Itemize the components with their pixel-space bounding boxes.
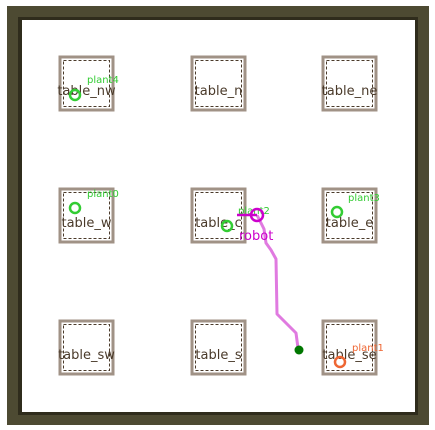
plant-icon [333,355,347,369]
table-sw: table_sw [58,319,115,376]
table-outline [190,319,247,376]
floor [22,20,415,412]
table-ne: table_ne [321,55,378,112]
table-nw: table_nw [57,55,116,112]
table-inner-border [326,324,373,371]
table-label: table_s [195,348,241,363]
robot-path [255,214,300,349]
plant-label: plant4 [87,75,119,86]
table-outline [190,55,247,112]
table-inner-border [195,60,242,107]
table-inner-border [326,60,373,107]
table-outline [58,187,115,244]
plant-label: plant1 [352,343,384,354]
table-outline [321,319,378,376]
plant-plant3: plant3 [330,193,380,219]
table-outline [321,55,378,112]
plants: plant4 plant0 plant2 plant3 plant1 [68,75,384,369]
plant-icon [220,219,234,233]
plant-icon [330,205,344,219]
plant-plant4: plant4 [68,75,119,102]
robot-icon [249,207,265,223]
table-label: table_nw [57,84,116,99]
table-w: table_w [58,187,115,244]
plant-label: plant2 [238,206,270,217]
plant-plant0: plant0 [68,189,119,215]
table-outline [321,187,378,244]
table-inner-border [195,324,242,371]
robot-label: robot [239,229,273,244]
plant-label: plant0 [87,189,119,200]
table-outline [58,319,115,376]
plant-label: plant3 [348,193,380,204]
table-n: table_n [190,55,247,112]
plant-icon [68,201,82,215]
table-inner-border [63,324,110,371]
table-outline [58,55,115,112]
table-inner-border [63,192,110,239]
table-label: table_sw [58,348,115,363]
table-inner-border [326,192,373,239]
table-e: table_e [321,187,378,244]
table-s: table_s [190,319,247,376]
table-inner-border [63,60,110,107]
robot: robot [237,207,273,244]
table-label: table_n [195,84,243,99]
table-label: table_e [326,216,373,231]
table-label: table_w [61,216,111,231]
table-label: table_ne [322,84,378,99]
goal-marker [294,345,304,355]
plant-icon [68,88,82,102]
table-label: table_c [195,216,242,231]
table-inner-border [195,192,242,239]
plant-plant1: plant1 [333,343,384,369]
plant-plant2: plant2 [220,206,270,233]
